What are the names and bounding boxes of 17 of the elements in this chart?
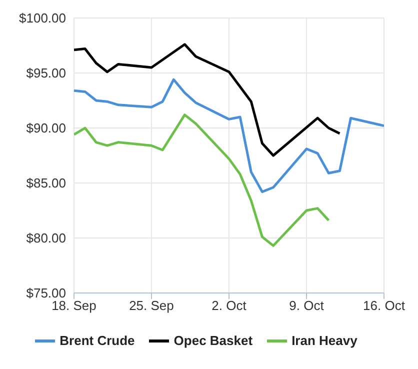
line-series <box>74 43 341 157</box>
y-tick-label: $85.00 <box>26 176 66 191</box>
y-tick-label: $80.00 <box>26 230 66 246</box>
legend-label: Iran Heavy <box>292 333 358 348</box>
x-tick-label: 2. Oct <box>212 298 247 314</box>
x-tick-label: 25. Sep <box>129 298 174 314</box>
x-tick-label: 18. Sep <box>52 298 96 314</box>
x-tick-label: 16. Oct <box>363 298 406 314</box>
y-tick-label: $95.00 <box>26 66 66 81</box>
y-tick-label: $100.00 <box>19 10 66 26</box>
x-tick-label: 9. Oct <box>289 298 324 314</box>
y-tick-label: $90.00 <box>26 120 66 136</box>
line-series <box>74 78 384 194</box>
legend-label: Opec Basket <box>174 333 253 348</box>
y-tick-label: $75.00 <box>26 286 66 301</box>
line-series <box>74 114 330 247</box>
legend-label: Brent Crude <box>60 333 135 348</box>
